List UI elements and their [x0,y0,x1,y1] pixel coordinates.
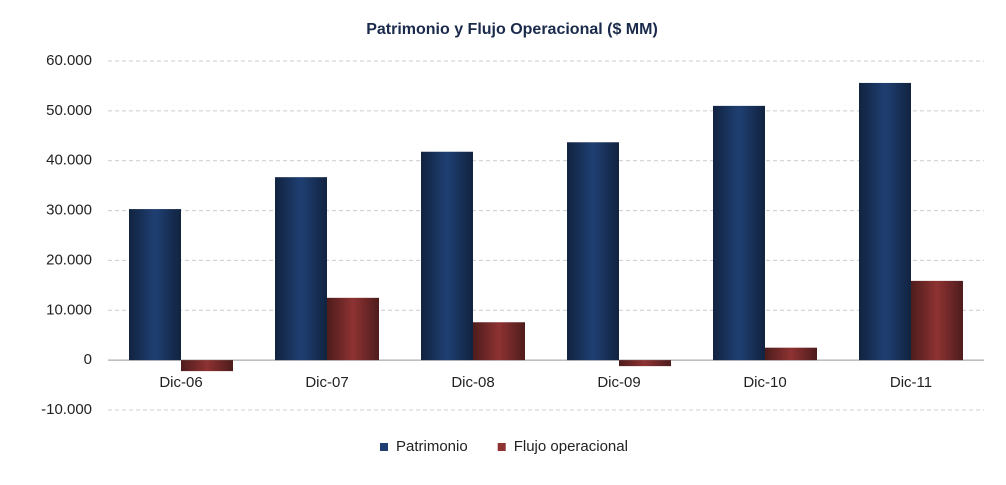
y-tick-label: 0 [84,351,92,368]
bar [765,347,817,361]
bar [713,105,765,361]
bar [473,322,525,361]
y-tick-label: -10.000 [41,401,92,418]
x-tick-label: Dic-11 [890,374,932,391]
legend-label: Patrimonio [396,438,468,455]
bar [181,360,233,372]
bar [129,209,181,361]
legend-swatch [497,443,506,451]
bar [327,297,379,361]
y-tick-label: 20.000 [46,251,92,268]
bar [619,360,671,367]
bar [421,151,473,361]
y-tick-label: 40.000 [46,152,92,169]
y-tick-label: 50.000 [46,102,92,119]
legend-swatch [380,443,388,451]
y-tick-label: 10.000 [46,301,92,318]
x-tick-label: Dic-09 [597,374,640,391]
bar [911,280,963,361]
bar [275,177,327,361]
x-tick-label: Dic-08 [451,374,494,391]
x-tick-label: Dic-06 [159,374,202,391]
bar [859,82,911,361]
y-tick-label: 60.000 [46,52,92,69]
y-tick-label: 30.000 [46,202,92,219]
x-tick-label: Dic-07 [305,374,348,391]
chart-title: Patrimonio y Flujo Operacional ($ MM) [366,21,658,38]
x-tick-label: Dic-10 [743,374,786,391]
bar [567,142,619,361]
legend-label: Flujo operacional [514,438,628,455]
